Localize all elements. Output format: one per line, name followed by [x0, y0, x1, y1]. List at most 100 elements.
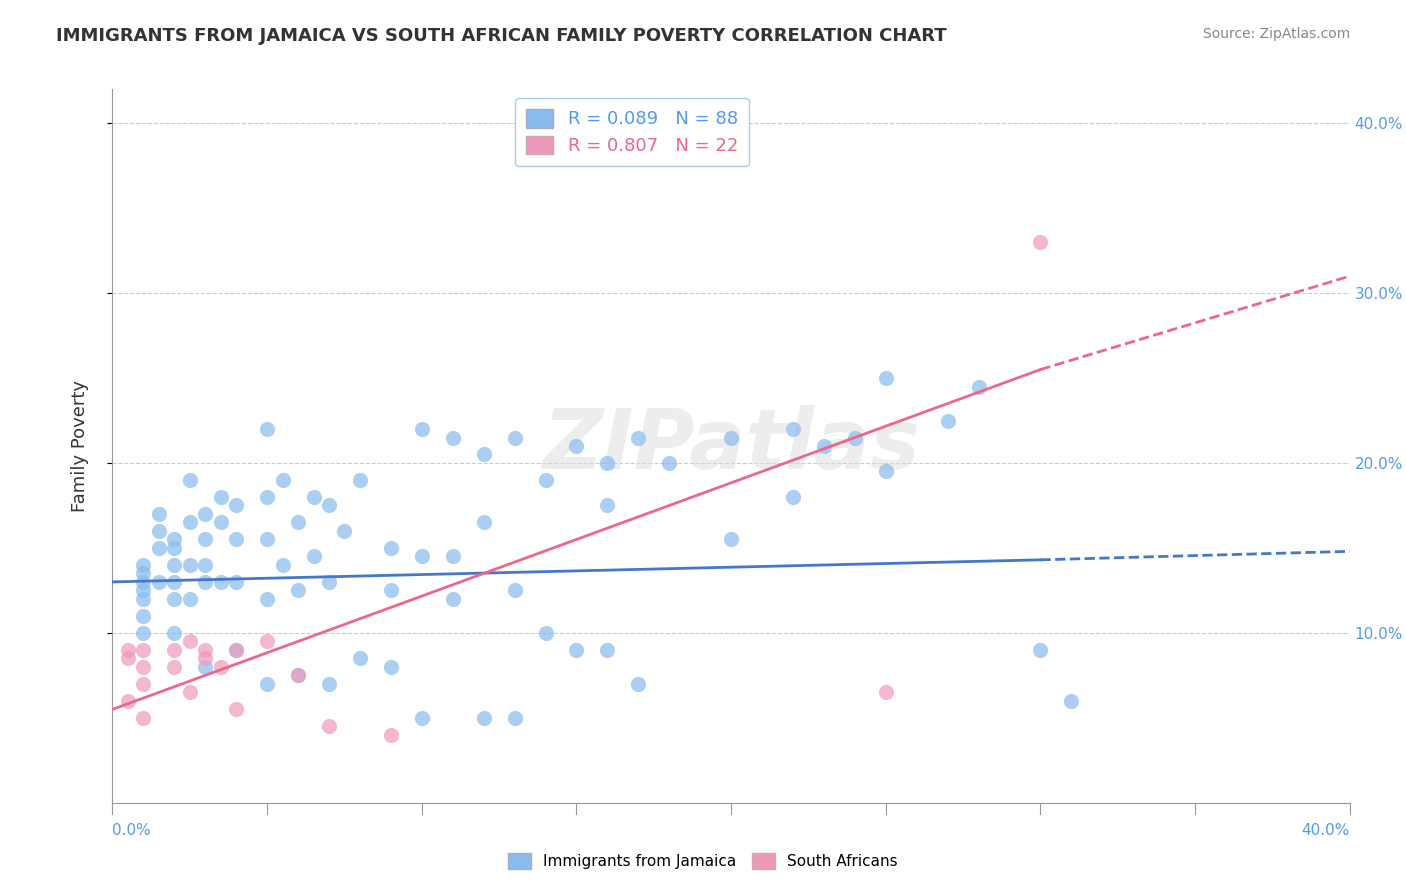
Point [441, 549, 464, 564]
Text: ZIPatlas: ZIPatlas [543, 406, 920, 486]
Point [132, 583, 155, 598]
Point [194, 574, 217, 589]
Point [132, 558, 155, 572]
Point [179, 685, 201, 699]
Point [565, 439, 588, 453]
Point [132, 677, 155, 691]
Point [287, 583, 309, 598]
Point [380, 583, 402, 598]
Point [596, 643, 619, 657]
Point [658, 456, 681, 470]
Text: Source: ZipAtlas.com: Source: ZipAtlas.com [1202, 27, 1350, 41]
Point [936, 413, 959, 427]
Point [163, 533, 186, 547]
Point [256, 422, 278, 436]
Point [875, 465, 897, 479]
Point [411, 549, 433, 564]
Legend: R = 0.089   N = 88, R = 0.807   N = 22: R = 0.089 N = 88, R = 0.807 N = 22 [516, 98, 749, 166]
Point [627, 430, 650, 444]
Point [967, 379, 990, 393]
Point [225, 533, 247, 547]
Point [163, 660, 186, 674]
Point [148, 574, 170, 589]
Legend: Immigrants from Jamaica, South Africans: Immigrants from Jamaica, South Africans [502, 847, 904, 875]
Point [875, 371, 897, 385]
Point [163, 643, 186, 657]
Point [720, 430, 742, 444]
Point [349, 473, 371, 487]
Point [627, 677, 650, 691]
Point [720, 533, 742, 547]
Point [194, 507, 217, 521]
Point [1029, 643, 1052, 657]
Point [1060, 694, 1083, 708]
Point [256, 490, 278, 504]
Point [148, 507, 170, 521]
Point [132, 660, 155, 674]
Point [148, 541, 170, 555]
Point [503, 430, 526, 444]
Point [194, 643, 217, 657]
Point [256, 634, 278, 648]
Point [534, 473, 557, 487]
Point [132, 591, 155, 606]
Y-axis label: Family Poverty: Family Poverty [70, 380, 89, 512]
Point [534, 626, 557, 640]
Point [782, 422, 804, 436]
Point [565, 643, 588, 657]
Point [302, 549, 325, 564]
Point [287, 668, 309, 682]
Point [194, 651, 217, 665]
Point [472, 448, 495, 462]
Point [163, 574, 186, 589]
Point [132, 711, 155, 725]
Point [179, 473, 201, 487]
Point [163, 626, 186, 640]
Point [1029, 235, 1052, 249]
Text: IMMIGRANTS FROM JAMAICA VS SOUTH AFRICAN FAMILY POVERTY CORRELATION CHART: IMMIGRANTS FROM JAMAICA VS SOUTH AFRICAN… [56, 27, 946, 45]
Point [411, 422, 433, 436]
Point [333, 524, 356, 538]
Point [441, 591, 464, 606]
Point [256, 591, 278, 606]
Text: 0.0%: 0.0% [112, 822, 152, 838]
Point [256, 677, 278, 691]
Point [503, 711, 526, 725]
Point [117, 651, 139, 665]
Point [256, 533, 278, 547]
Point [194, 660, 217, 674]
Point [225, 574, 247, 589]
Point [271, 473, 294, 487]
Point [179, 634, 201, 648]
Point [813, 439, 835, 453]
Point [875, 685, 897, 699]
Point [209, 516, 232, 530]
Point [209, 660, 232, 674]
Point [380, 660, 402, 674]
Point [287, 668, 309, 682]
Point [503, 583, 526, 598]
Point [782, 490, 804, 504]
Point [179, 516, 201, 530]
Point [380, 728, 402, 742]
Point [225, 643, 247, 657]
Point [132, 643, 155, 657]
Point [844, 430, 866, 444]
Point [472, 711, 495, 725]
Point [349, 651, 371, 665]
Text: 40.0%: 40.0% [1302, 822, 1350, 838]
Point [132, 626, 155, 640]
Point [271, 558, 294, 572]
Point [148, 524, 170, 538]
Point [596, 499, 619, 513]
Point [117, 643, 139, 657]
Point [411, 711, 433, 725]
Point [441, 430, 464, 444]
Point [318, 677, 340, 691]
Point [318, 719, 340, 733]
Point [318, 574, 340, 589]
Point [596, 456, 619, 470]
Point [117, 694, 139, 708]
Point [209, 490, 232, 504]
Point [163, 541, 186, 555]
